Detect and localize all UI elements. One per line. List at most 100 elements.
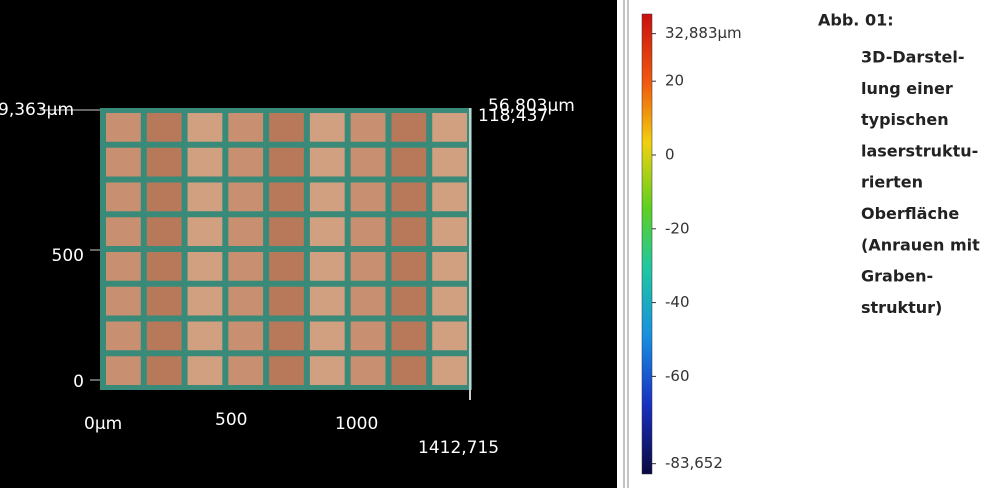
structured-square xyxy=(269,113,304,142)
structured-square xyxy=(188,322,223,351)
colorbar-tick-label: 20 xyxy=(665,72,684,90)
structured-square xyxy=(351,322,386,351)
caption-line: rierten xyxy=(861,173,923,192)
structured-square xyxy=(391,217,426,246)
structured-square xyxy=(432,217,467,246)
structured-square xyxy=(310,322,345,351)
structured-square xyxy=(391,183,426,212)
structured-square xyxy=(351,113,386,142)
structured-square xyxy=(351,148,386,177)
colorbar-tick-label: -20 xyxy=(665,219,690,237)
axis-label: 500 xyxy=(215,410,247,430)
structured-square xyxy=(147,356,182,385)
caption-line: Graben- xyxy=(861,267,933,286)
structured-square xyxy=(188,113,223,142)
structured-square xyxy=(310,148,345,177)
structured-square xyxy=(147,322,182,351)
structured-square xyxy=(391,287,426,316)
structured-square xyxy=(106,252,141,281)
caption-line: laserstruktu- xyxy=(861,141,978,160)
structured-square xyxy=(147,287,182,316)
axis-label: 1412,715 xyxy=(418,438,499,458)
colorbar-tick-label: 32,883µm xyxy=(665,24,742,42)
axis-label: 500 xyxy=(52,246,84,266)
structured-square xyxy=(351,183,386,212)
structured-square xyxy=(188,287,223,316)
structured-square xyxy=(106,183,141,212)
structured-square xyxy=(228,287,263,316)
structured-square xyxy=(310,113,345,142)
structured-square xyxy=(310,287,345,316)
structured-square xyxy=(269,217,304,246)
structured-square xyxy=(351,287,386,316)
structured-square xyxy=(391,148,426,177)
structured-square xyxy=(188,183,223,212)
colorbar-tick-label: -83,652 xyxy=(665,454,723,472)
structured-square xyxy=(106,217,141,246)
structured-square xyxy=(106,356,141,385)
structured-square xyxy=(269,287,304,316)
axis-label: 0µm xyxy=(84,414,122,434)
structured-square xyxy=(106,287,141,316)
structured-square xyxy=(188,217,223,246)
caption-line: typischen xyxy=(861,110,949,129)
structured-square xyxy=(147,113,182,142)
structured-square xyxy=(310,217,345,246)
structured-square xyxy=(228,322,263,351)
caption-line: Oberfläche xyxy=(861,204,959,223)
caption: Abb. 01: 3D-Darstel-lung einer typischen l… xyxy=(818,11,980,317)
axis-label: 9,363µm xyxy=(0,100,74,120)
structured-square xyxy=(269,148,304,177)
structured-square xyxy=(432,183,467,212)
structured-square xyxy=(188,252,223,281)
structured-square xyxy=(106,322,141,351)
figure: 9,363µm 56,803µm 118,437 500 0 0µm 500 1… xyxy=(0,0,997,488)
caption-line: (Anrauen mit xyxy=(861,235,980,254)
structured-square xyxy=(310,252,345,281)
structured-square xyxy=(391,252,426,281)
structured-square xyxy=(147,217,182,246)
structured-square xyxy=(432,322,467,351)
colorbar-tick-label: -60 xyxy=(665,367,690,385)
structured-square xyxy=(269,322,304,351)
structured-square xyxy=(432,113,467,142)
structured-square xyxy=(432,287,467,316)
colorbar-gradient xyxy=(642,14,652,474)
structured-square xyxy=(351,252,386,281)
axis-label: 0 xyxy=(73,372,84,392)
structured-square xyxy=(269,356,304,385)
structured-square xyxy=(432,148,467,177)
structured-square xyxy=(188,356,223,385)
axis-label: 118,437 xyxy=(478,106,548,126)
caption-label: Abb. 01: xyxy=(818,11,894,30)
caption-line: 3D-Darstel- xyxy=(861,48,964,67)
structured-square xyxy=(228,183,263,212)
colorbar: 32,883µm 20 0 -20 -40 -60 -83,652 xyxy=(642,14,742,474)
structured-square xyxy=(106,113,141,142)
structured-square xyxy=(106,148,141,177)
structured-square xyxy=(147,183,182,212)
page: 9,363µm 56,803µm 118,437 500 0 0µm 500 1… xyxy=(0,0,997,488)
caption-line: struktur) xyxy=(861,298,942,317)
colorbar-tick-label: -40 xyxy=(665,293,690,311)
structured-square xyxy=(228,113,263,142)
structured-square xyxy=(351,356,386,385)
structured-square xyxy=(432,252,467,281)
structured-square xyxy=(188,148,223,177)
structured-square xyxy=(147,148,182,177)
structured-square xyxy=(351,217,386,246)
structured-square xyxy=(269,183,304,212)
structured-square xyxy=(228,252,263,281)
structured-square xyxy=(391,113,426,142)
caption-line: lung einer xyxy=(861,79,953,98)
structured-square xyxy=(228,217,263,246)
structured-square xyxy=(310,183,345,212)
structured-square xyxy=(310,356,345,385)
structured-square xyxy=(269,252,304,281)
structured-square xyxy=(228,356,263,385)
structured-square xyxy=(432,356,467,385)
structured-square xyxy=(391,322,426,351)
colorbar-tick-label: 0 xyxy=(665,146,675,164)
axis-label: 1000 xyxy=(335,414,378,434)
structured-square xyxy=(228,148,263,177)
